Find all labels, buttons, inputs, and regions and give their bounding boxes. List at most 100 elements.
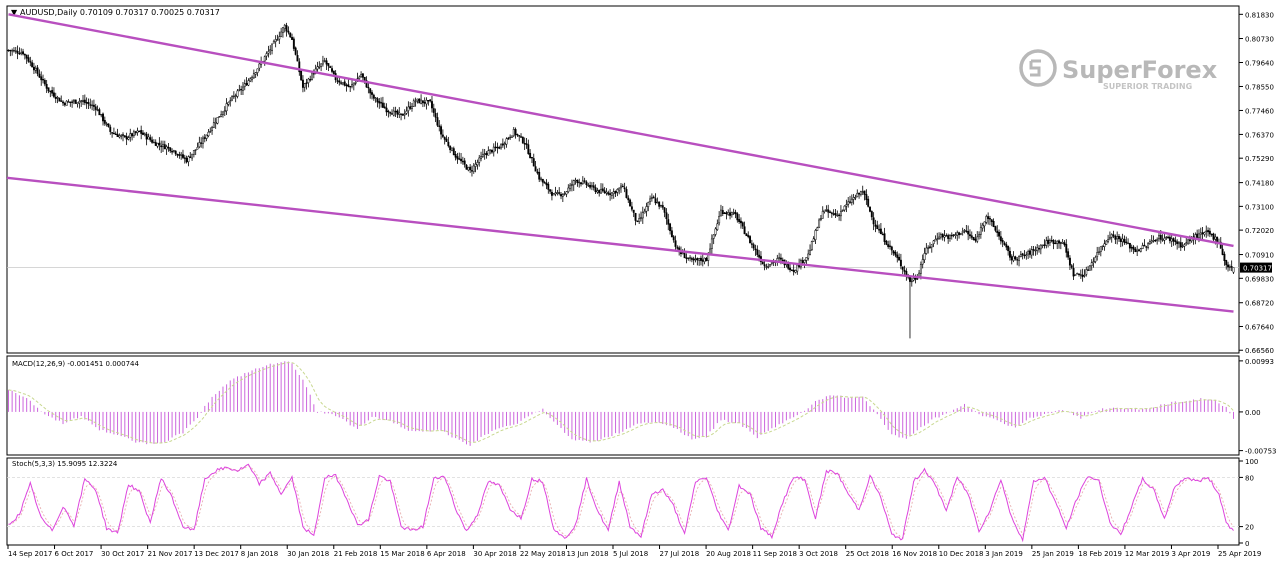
candle-body — [385, 107, 388, 113]
candle-body — [1150, 240, 1153, 243]
candle-body — [1058, 240, 1060, 244]
candle-body — [151, 139, 154, 143]
candle-body — [394, 110, 397, 113]
candle-body — [589, 185, 592, 188]
candle-body — [1152, 240, 1155, 242]
candle-body — [1078, 273, 1080, 275]
time-tick-label: 25 Jan 2019 — [1032, 550, 1074, 558]
candle-body — [994, 226, 997, 231]
candle-body — [576, 180, 579, 183]
candle-body — [838, 214, 841, 216]
candle-body — [1228, 266, 1231, 268]
candle-body — [565, 191, 568, 195]
candle-body — [60, 100, 63, 102]
candle-body — [592, 185, 595, 188]
candle-body — [300, 70, 303, 81]
candle-body — [601, 188, 604, 192]
candle-body — [102, 113, 104, 122]
candle-body — [1141, 245, 1144, 249]
candle-body — [654, 198, 657, 204]
candle-body — [351, 84, 353, 87]
candle-body — [478, 157, 481, 163]
candle-body — [209, 130, 212, 133]
chart-header: AUDUSD,Daily 0.70109 0.70317 0.70025 0.7… — [20, 8, 220, 17]
candle-body — [456, 156, 459, 160]
candle-body — [403, 113, 406, 116]
candle-body — [1092, 261, 1095, 263]
candle-body — [1128, 242, 1131, 249]
candle-body — [9, 49, 12, 52]
candle-body — [967, 231, 970, 235]
candle-body — [114, 133, 117, 135]
candle-body — [283, 24, 286, 29]
candle-body — [749, 236, 751, 244]
price-tick-label: 0.73100 — [1245, 203, 1274, 211]
candle-body — [296, 55, 299, 62]
candle-body — [1118, 235, 1120, 240]
candle-body — [1039, 244, 1042, 250]
candle-body — [801, 260, 804, 264]
candle-body — [125, 136, 128, 140]
candle-body — [936, 238, 939, 240]
candle-body — [240, 88, 243, 91]
price-tick-label: 0.77460 — [1245, 107, 1274, 115]
candle-body — [202, 137, 204, 144]
candle-body — [287, 30, 290, 33]
candle-body — [303, 83, 306, 88]
candle-body — [421, 100, 424, 104]
candle-body — [465, 164, 468, 170]
candle-body — [923, 253, 926, 261]
candle-body — [1090, 262, 1093, 266]
candle-body — [720, 209, 722, 217]
candle-body — [747, 235, 750, 238]
candle-body — [956, 232, 959, 236]
candle-body — [345, 84, 348, 87]
candle-body — [1105, 240, 1108, 245]
candle-body — [889, 245, 891, 247]
candle-body — [1212, 233, 1215, 240]
candle-body — [669, 223, 672, 232]
candle-body — [331, 68, 333, 72]
candle-body — [162, 143, 164, 147]
candle-body — [1056, 240, 1059, 244]
candle-body — [883, 233, 886, 242]
candle-body — [830, 212, 833, 214]
price-axis: 0.81830 0.80730 0.79640 0.78550 0.77460 0.763… — [1239, 11, 1274, 355]
candle-body — [1072, 268, 1075, 277]
candle-body — [472, 165, 475, 172]
candle-body — [781, 259, 784, 262]
macd-panel-frame — [6, 355, 1240, 456]
candle-body — [152, 141, 155, 144]
candle-body — [509, 136, 512, 139]
candle-body — [561, 194, 564, 197]
stoch-main-line — [8, 463, 1234, 543]
candle-body — [76, 102, 79, 105]
candle-body — [954, 234, 957, 236]
candle-body — [938, 236, 941, 239]
candle-body — [483, 153, 486, 155]
candle-body — [1167, 236, 1170, 239]
candle-body — [220, 114, 223, 117]
candle-body — [1063, 242, 1066, 246]
candle-body — [974, 238, 977, 241]
macd-title: MACD(12,26,9) -0.001451 0.000744 — [12, 360, 139, 368]
time-tick-label: 21 Feb 2018 — [334, 550, 378, 558]
candle-body — [229, 100, 232, 103]
candle-body — [1059, 242, 1062, 244]
candle-body — [1187, 239, 1190, 244]
candle-body — [670, 230, 673, 238]
candle-body — [1096, 252, 1099, 257]
candle-body — [819, 218, 822, 221]
price-tick-label: 0.78550 — [1245, 83, 1274, 91]
macd-tick-label: 0.00 — [1245, 409, 1261, 417]
candle-body — [510, 135, 513, 138]
candle-body — [640, 217, 642, 219]
candle-body — [1156, 239, 1159, 242]
candle-body — [1183, 244, 1186, 247]
candle-body — [661, 205, 664, 208]
stoch-tick-label: 0 — [1245, 540, 1249, 548]
candle-body — [45, 83, 48, 89]
time-tick-label: 16 Nov 2018 — [892, 550, 937, 558]
candle-body — [1158, 235, 1160, 240]
candle-body — [1203, 232, 1206, 235]
